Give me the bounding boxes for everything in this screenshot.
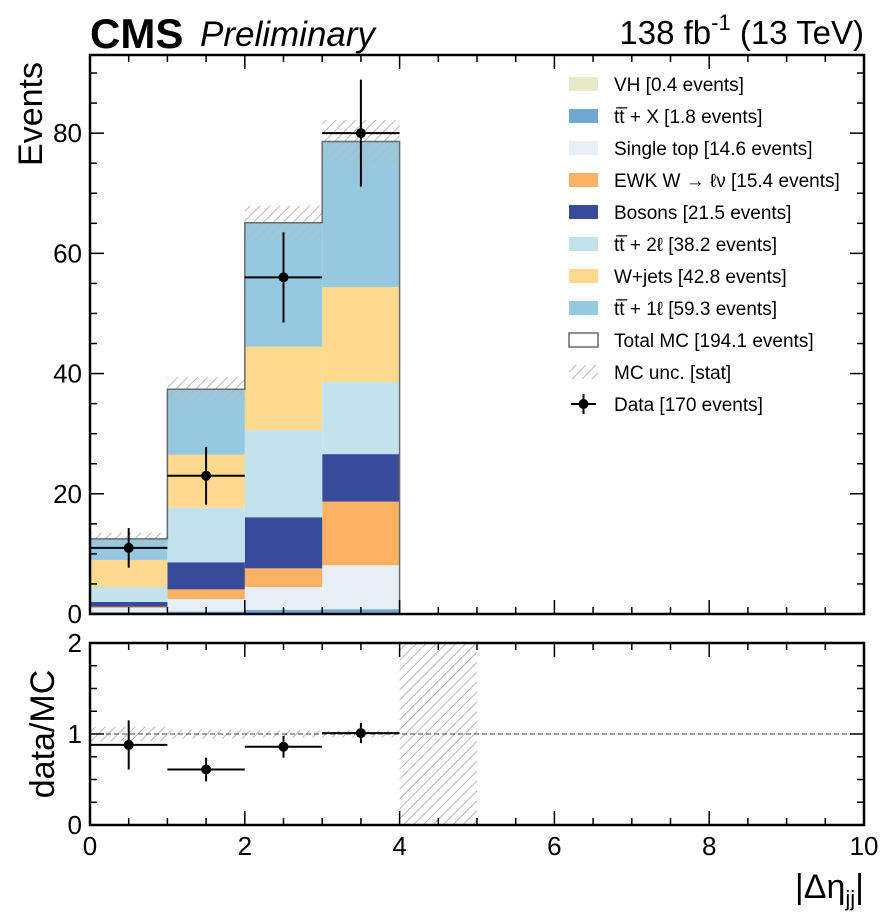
- y-tick-label: 0: [68, 599, 82, 629]
- x-axis-title-end: |: [855, 868, 864, 906]
- data-point: [278, 272, 289, 283]
- legend-label: Data [170 events]: [614, 395, 763, 416]
- ratio-y-tick-label: 0: [68, 810, 82, 840]
- ratio-point: [201, 764, 212, 775]
- y-tick-label: 60: [53, 238, 82, 268]
- stack-bar: [90, 586, 168, 602]
- stack-bar: [244, 430, 323, 518]
- stack-bar: [167, 589, 245, 599]
- lumi-value: 138 fb: [619, 14, 711, 51]
- stack-bar: [322, 381, 400, 455]
- legend-label: tt̅ + 2ℓ [38.2 events]: [614, 235, 777, 256]
- x-axis-title: |Δηjj|: [795, 868, 864, 911]
- legend-swatch: [569, 77, 598, 91]
- ratio-y-tick-label: 2: [68, 628, 82, 658]
- stack-bar: [167, 562, 245, 590]
- stack-bar: [90, 601, 168, 607]
- x-tick-label: 4: [392, 831, 406, 861]
- x-axis-title-main: |Δη: [795, 868, 845, 906]
- energy-label: (13 TeV): [731, 14, 864, 51]
- data-point: [201, 470, 212, 481]
- legend-label: Single top [14.6 events]: [614, 139, 813, 160]
- x-tick-label: 10: [850, 831, 879, 861]
- legend-label: tt̅ + 1ℓ [59.3 events]: [614, 299, 777, 320]
- y-tick-label: 40: [53, 359, 82, 389]
- legend-label: tt̅ + X [1.8 events]: [614, 107, 762, 128]
- stack-bar: [167, 598, 245, 612]
- y-tick-label: 80: [53, 118, 82, 148]
- legend-label: VH [0.4 events]: [614, 75, 744, 96]
- main-axes: 0 20 40 60 80: [53, 53, 866, 629]
- legend: VH [0.4 events] tt̅ + X [1.8 events] Singl…: [568, 75, 840, 416]
- stack-bar: [322, 454, 400, 502]
- legend-swatch: [569, 301, 598, 315]
- legend-swatch: [568, 332, 599, 348]
- legend-label: W+jets [42.8 events]: [614, 267, 787, 288]
- x-tick-label: 0: [83, 831, 97, 861]
- legend-swatch: [569, 237, 598, 251]
- x-tick-label: 2: [238, 831, 252, 861]
- data-point: [355, 128, 366, 139]
- stack-bar: [244, 568, 323, 587]
- experiment-label: CMS: [90, 10, 183, 57]
- y-tick-label: 20: [53, 479, 82, 509]
- stack-bar: [244, 517, 323, 569]
- stack-bar: [322, 565, 400, 610]
- stack-bar: [244, 586, 323, 610]
- legend-label: Bosons [21.5 events]: [614, 203, 791, 224]
- ratio-y-tick-label: 1: [68, 719, 82, 749]
- legend-swatch: [569, 205, 598, 219]
- luminosity-label: 138 fb-1 (13 TeV): [619, 10, 864, 51]
- ratio-point: [355, 728, 366, 739]
- legend-marker: [578, 399, 589, 409]
- legend-swatch: [569, 141, 598, 155]
- data-point: [123, 542, 134, 553]
- stack-bar: [244, 346, 323, 431]
- stack-bar: [322, 287, 400, 382]
- x-axis-title-sub: jj: [844, 886, 855, 911]
- legend-label: EWK W → ℓν [15.4 events]: [614, 171, 840, 192]
- status-label: Preliminary: [200, 15, 378, 54]
- data-points: [90, 79, 400, 568]
- legend-swatch: [569, 365, 598, 379]
- ratio-axes: 0 1 2 0 2 4 6 8 10: [68, 628, 879, 861]
- ratio-point: [278, 741, 289, 752]
- legend-swatch: [569, 173, 598, 187]
- legend-swatch: [569, 269, 598, 283]
- ratio-points: [90, 720, 400, 782]
- legend-label: MC unc. [stat]: [614, 363, 731, 384]
- stack-bar: [322, 501, 400, 566]
- ratio-point: [123, 739, 134, 750]
- legend-swatch: [569, 109, 598, 123]
- y-axis-title: Events: [12, 62, 50, 166]
- legend-label: Total MC [194.1 events]: [614, 331, 814, 352]
- stack-bar: [167, 507, 245, 563]
- lumi-exponent: -1: [711, 10, 731, 35]
- x-tick-label: 8: [702, 831, 716, 861]
- x-tick-label: 6: [547, 831, 561, 861]
- ratio-y-axis-title: data/MC: [24, 670, 62, 799]
